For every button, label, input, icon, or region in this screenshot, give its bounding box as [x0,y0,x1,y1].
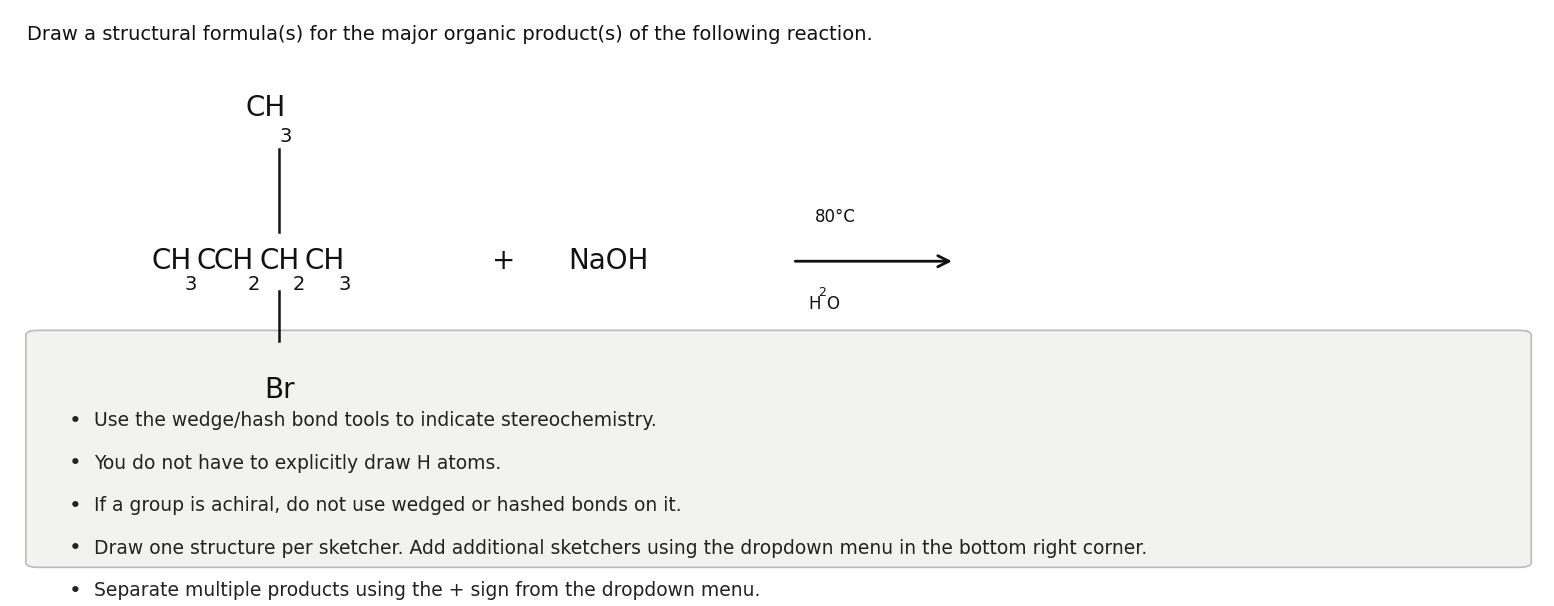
Text: Draw one structure per sketcher. Add additional sketchers using the dropdown men: Draw one structure per sketcher. Add add… [93,539,1147,558]
Text: 2: 2 [247,275,260,295]
Text: You do not have to explicitly draw H atoms.: You do not have to explicitly draw H ato… [93,454,500,473]
Text: •: • [68,496,82,516]
Text: CH: CH [305,247,345,275]
Text: Draw a structural formula(s) for the major organic product(s) of the following r: Draw a structural formula(s) for the maj… [28,25,873,44]
Text: 2: 2 [817,286,825,299]
Text: •: • [68,538,82,558]
Text: CH: CH [246,95,286,122]
FancyBboxPatch shape [26,330,1531,567]
Text: 3: 3 [185,275,197,295]
Text: O: O [825,295,839,313]
Text: Br: Br [264,376,294,404]
Text: CH: CH [260,247,300,275]
Text: 80°C: 80°C [816,208,856,226]
Text: +: + [491,247,514,275]
Text: CH: CH [213,247,253,275]
Text: •: • [68,411,82,431]
Text: Use the wedge/hash bond tools to indicate stereochemistry.: Use the wedge/hash bond tools to indicat… [93,411,657,430]
Text: •: • [68,581,82,601]
Text: •: • [68,453,82,473]
Text: 3: 3 [280,127,292,146]
Text: CH: CH [151,247,191,275]
Text: H: H [808,295,821,313]
Text: Separate multiple products using the + sign from the dropdown menu.: Separate multiple products using the + s… [93,582,760,601]
Text: 3: 3 [339,275,351,295]
Text: 2: 2 [294,275,306,295]
Text: NaOH: NaOH [569,247,648,275]
Text: If a group is achiral, do not use wedged or hashed bonds on it.: If a group is achiral, do not use wedged… [93,496,682,515]
Text: C: C [197,247,216,275]
